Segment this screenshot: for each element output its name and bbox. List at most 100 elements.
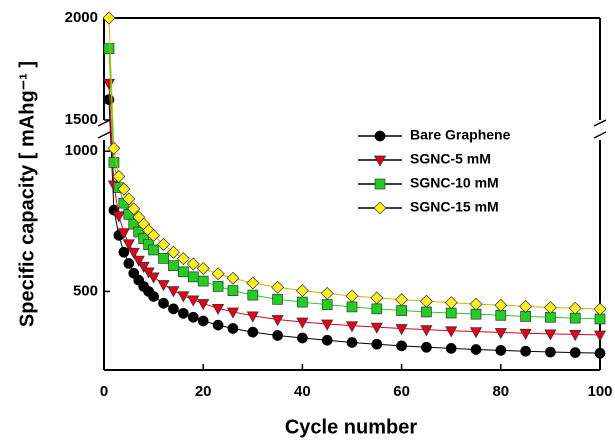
data-point bbox=[246, 276, 260, 290]
data-point bbox=[127, 202, 141, 216]
legend-label: SGNC-5 mM bbox=[410, 151, 491, 167]
data-point bbox=[271, 280, 285, 294]
data-point bbox=[321, 319, 334, 331]
x-tick-label: 40 bbox=[294, 383, 311, 400]
data-point bbox=[395, 293, 409, 307]
legend-marker bbox=[374, 178, 386, 190]
data-point bbox=[137, 261, 150, 273]
data-point bbox=[246, 311, 259, 323]
data-point bbox=[495, 309, 507, 321]
data-point bbox=[211, 303, 225, 316]
data-point bbox=[272, 330, 283, 341]
data-point bbox=[122, 239, 135, 251]
legend-label: SGNC-10 mM bbox=[410, 175, 499, 191]
data-point bbox=[178, 266, 189, 278]
legend-marker bbox=[373, 155, 387, 167]
data-point bbox=[226, 271, 240, 285]
data-point bbox=[158, 297, 169, 309]
data-point bbox=[196, 261, 210, 275]
data-point bbox=[445, 343, 457, 354]
axis-break bbox=[593, 119, 607, 139]
data-point bbox=[118, 246, 130, 258]
legend-marker bbox=[374, 130, 386, 142]
data-point bbox=[295, 284, 309, 298]
x-tick-label: 100 bbox=[587, 383, 612, 400]
series-line bbox=[108, 17, 601, 310]
data-point bbox=[123, 258, 135, 269]
data-point bbox=[176, 252, 190, 266]
x-tick-label: 20 bbox=[195, 383, 212, 400]
data-point bbox=[545, 346, 556, 358]
data-point bbox=[593, 330, 607, 342]
data-point bbox=[568, 301, 582, 315]
data-point bbox=[543, 300, 557, 314]
data-point bbox=[127, 247, 140, 259]
data-point bbox=[320, 286, 334, 300]
axis-frame bbox=[103, 17, 601, 371]
data-point bbox=[594, 347, 606, 359]
data-point bbox=[370, 322, 383, 334]
y-tick-label: 2000 bbox=[65, 9, 98, 26]
data-point bbox=[157, 237, 171, 251]
data-point bbox=[297, 296, 308, 308]
data-point bbox=[197, 315, 209, 327]
data-point bbox=[186, 257, 200, 271]
data-point bbox=[519, 328, 532, 340]
data-point bbox=[187, 271, 199, 283]
axis-break bbox=[97, 119, 111, 139]
data-point bbox=[494, 298, 508, 312]
data-point bbox=[494, 328, 507, 340]
data-point bbox=[419, 294, 433, 308]
data-point bbox=[117, 182, 131, 196]
data-point bbox=[212, 319, 224, 331]
series-line bbox=[108, 48, 601, 320]
data-point bbox=[117, 228, 130, 240]
data-point bbox=[247, 289, 259, 301]
data-point bbox=[148, 291, 159, 302]
data-point bbox=[396, 340, 407, 352]
data-point bbox=[103, 43, 115, 54]
data-point bbox=[345, 289, 359, 303]
data-point bbox=[227, 323, 239, 334]
data-point bbox=[520, 311, 531, 322]
legend-label: SGNC-15 mM bbox=[410, 199, 499, 215]
data-point bbox=[296, 317, 309, 329]
data-point bbox=[167, 286, 180, 298]
data-point bbox=[148, 244, 159, 256]
data-point bbox=[371, 338, 383, 350]
data-point bbox=[112, 169, 126, 183]
data-point bbox=[107, 141, 121, 155]
data-point bbox=[421, 306, 432, 318]
data-point bbox=[420, 325, 433, 337]
data-point bbox=[197, 299, 210, 311]
data-point bbox=[569, 330, 582, 342]
data-point bbox=[211, 267, 225, 281]
data-point bbox=[122, 192, 136, 206]
data-point bbox=[346, 301, 358, 313]
data-point bbox=[345, 321, 359, 333]
data-point bbox=[177, 291, 190, 303]
data-point bbox=[168, 260, 179, 272]
data-point bbox=[102, 11, 116, 25]
data-point bbox=[157, 280, 170, 292]
data-point bbox=[470, 308, 482, 320]
data-point bbox=[421, 341, 432, 353]
data-point bbox=[469, 297, 483, 311]
data-point bbox=[444, 296, 458, 310]
legend-label: Bare Graphene bbox=[410, 127, 511, 143]
data-point bbox=[569, 347, 581, 358]
x-axis-label: Cycle number bbox=[285, 416, 417, 438]
x-tick-label: 0 bbox=[100, 383, 108, 400]
data-point bbox=[395, 324, 408, 336]
data-point bbox=[495, 345, 507, 356]
data-point bbox=[212, 281, 224, 292]
data-point bbox=[168, 303, 179, 315]
data-point bbox=[396, 305, 407, 316]
data-point bbox=[108, 157, 120, 168]
data-point bbox=[370, 291, 384, 305]
y-tick-label: 1000 bbox=[65, 142, 98, 159]
legend-marker bbox=[373, 201, 387, 215]
data-point bbox=[166, 245, 180, 259]
x-tick-label: 80 bbox=[492, 383, 509, 400]
